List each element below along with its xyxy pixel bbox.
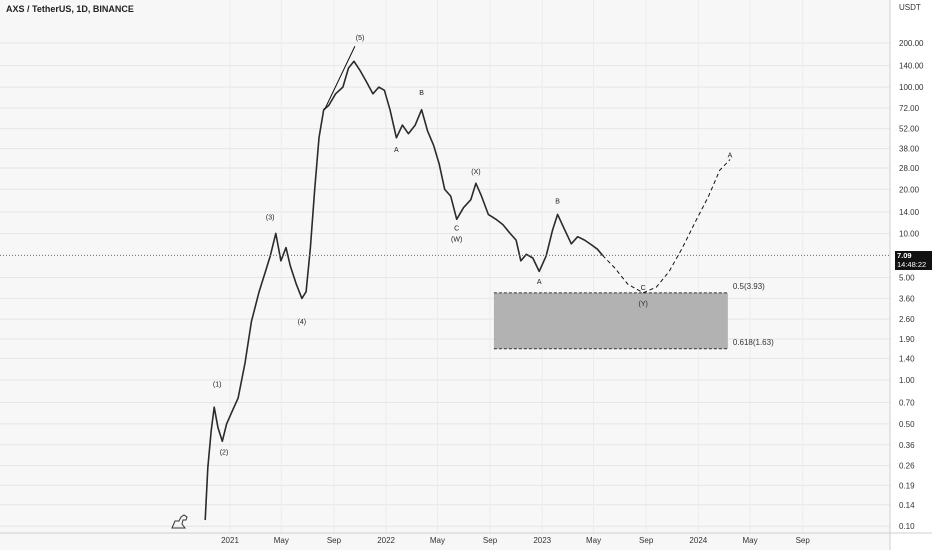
y-tick-label: 0.70 — [899, 398, 915, 407]
x-tick-label: Sep — [639, 536, 654, 545]
x-tick-label: 2023 — [533, 536, 551, 545]
last-price-badge: 7.09 14:48:22 — [895, 251, 932, 270]
y-tick-label: 52.00 — [899, 125, 920, 134]
y-tick-label: 1.00 — [899, 376, 915, 385]
y-tick-label: 0.14 — [899, 501, 915, 510]
x-tick-label: 2021 — [221, 536, 239, 545]
wave-label: A — [537, 279, 542, 286]
y-tick-label: 3.60 — [899, 294, 915, 303]
y-tick-label: 5.00 — [899, 274, 915, 283]
price-line — [204, 60, 604, 521]
y-tick-label: 0.19 — [899, 481, 915, 490]
fib-zone: 0.5(3.93) 0.618(1.63) — [493, 282, 774, 350]
y-tick-label: 20.00 — [899, 185, 920, 194]
y-tick-label: 140.00 — [899, 62, 924, 71]
wave-label: C — [454, 225, 459, 232]
drawings — [0, 46, 890, 294]
wave-label: B — [555, 199, 560, 206]
wave-label: A — [394, 147, 399, 154]
y-tick-label: 0.26 — [899, 461, 915, 470]
wave-label: (4) — [298, 319, 307, 326]
last-price: 7.09 — [897, 251, 912, 260]
wave-label: (Y) — [638, 301, 647, 308]
y-tick-label: 200.00 — [899, 39, 924, 48]
y-tick-label: 1.90 — [899, 335, 915, 344]
price-scale-panel — [890, 0, 932, 550]
y-tick-label: 28.00 — [899, 164, 920, 173]
y-tick-label: 38.00 — [899, 145, 920, 154]
y-tick-label: 2.60 — [899, 315, 915, 324]
wave-label: (1) — [213, 382, 222, 389]
wave-label: (2) — [220, 449, 229, 456]
chart-title: AXS / TetherUS, 1D, BINANCE — [4, 3, 136, 15]
y-tick-label: 10.00 — [899, 229, 920, 238]
dinosaur-icon — [171, 514, 188, 529]
wave-label: (X) — [471, 169, 480, 176]
price-series — [204, 60, 604, 521]
grid — [0, 0, 890, 533]
x-tick-label: Sep — [327, 536, 342, 545]
y-tick-label: 0.10 — [899, 522, 915, 531]
x-tick-label: May — [586, 536, 601, 545]
wave-label: (5) — [356, 35, 365, 42]
y-tick-label: 72.00 — [899, 104, 920, 113]
bar-countdown: 14:48:22 — [897, 260, 927, 269]
x-tick-label: May — [430, 536, 445, 545]
wave-label: C — [641, 285, 646, 292]
wave-label: B — [419, 90, 424, 97]
x-tick-label: Sep — [796, 536, 811, 545]
fib-zone-box — [493, 292, 728, 349]
y-tick-label: 0.50 — [899, 420, 915, 429]
x-tick-label: May — [743, 536, 758, 545]
y-tick-label: 1.40 — [899, 354, 915, 363]
y-tick-label: 0.36 — [899, 441, 915, 450]
wave-labels: (1) (2) (3) (4) (5) A B C (W) (X) A B C (Y) A — [213, 35, 733, 456]
y-tick-label: 100.00 — [899, 83, 924, 92]
fib-lower-label: 0.618(1.63) — [733, 338, 774, 347]
fib-upper-label: 0.5(3.93) — [733, 282, 765, 291]
trendline — [324, 46, 356, 110]
wave-label: (W) — [451, 237, 462, 244]
x-tick-label: May — [274, 536, 289, 545]
projection-path — [602, 159, 731, 294]
y-tick-label: 14.00 — [899, 208, 920, 217]
wave-label: A — [728, 153, 733, 160]
x-tick-label: 2022 — [377, 536, 395, 545]
price-scale-currency: USDT — [899, 3, 921, 12]
wave-label: (3) — [266, 214, 275, 221]
x-tick-label: Sep — [483, 536, 498, 545]
x-tick-label: 2024 — [689, 536, 707, 545]
